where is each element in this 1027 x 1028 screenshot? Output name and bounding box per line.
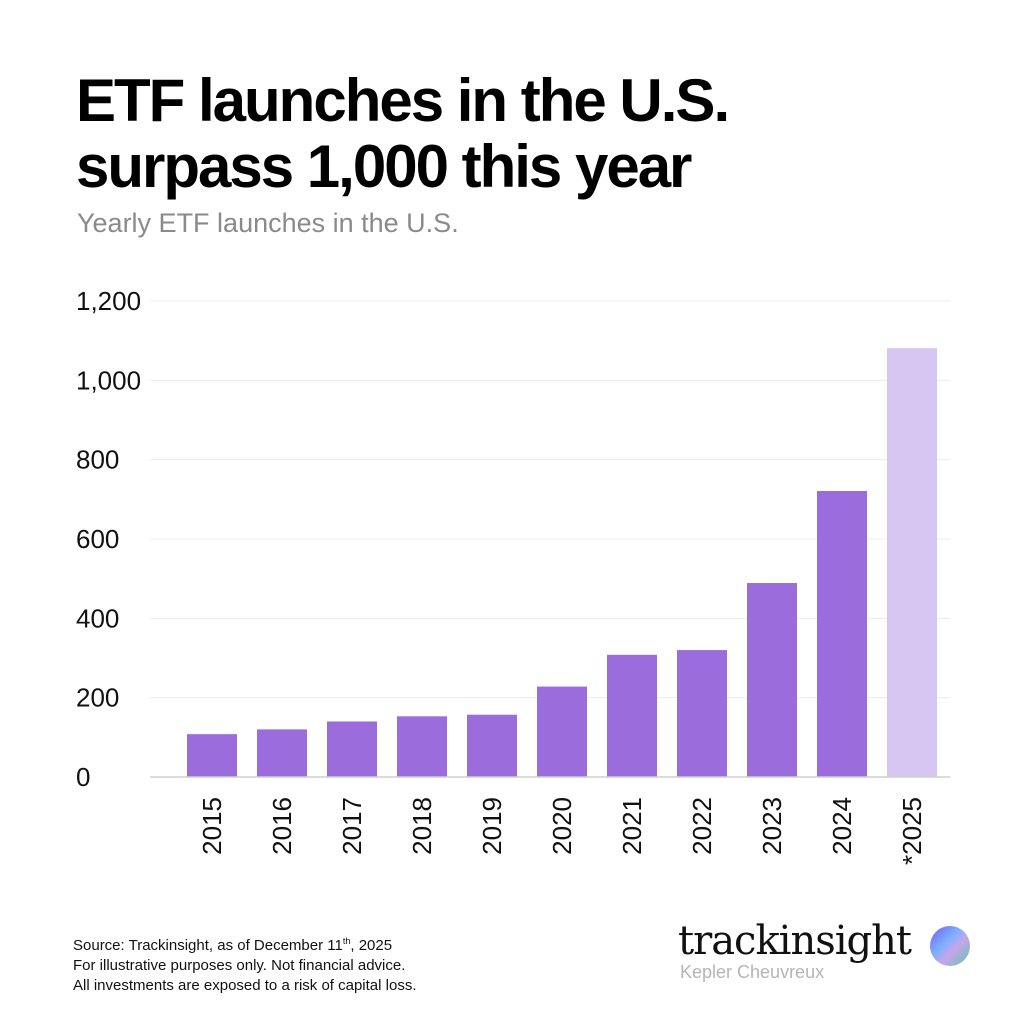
bar-2019 [467,714,517,777]
x-tick-label: *2025 [897,797,927,865]
bar-2020 [537,686,587,777]
bar-2015 [187,734,237,777]
y-tick-label: 1,000 [76,365,141,395]
x-tick-label: 2015 [197,797,227,855]
bar-*2025 [887,348,937,777]
source-text: Source: Trackinsight, as of December 11 [73,937,343,954]
y-tick-label: 200 [76,683,119,713]
x-tick-label: 2016 [267,797,297,855]
x-tick-label: 2017 [337,797,367,855]
y-tick-label: 0 [76,762,90,792]
chart-title: ETF launches in the U.S. surpass 1,000 th… [76,67,730,200]
x-tick-label: 2019 [477,797,507,855]
title-line-2: surpass 1,000 this year [76,133,692,200]
logo-orb-icon [930,926,970,966]
bar-chart: 0 200 400 600 800 1,000 1,200 2015 2016 2017 2018 2… [76,286,950,865]
trackinsight-logo: trackinsight Kepler Cheuvreux [678,918,970,982]
source-year: , 2025 [350,937,393,954]
bar-2017 [327,721,377,777]
risk-line: All investments are exposed to a risk of… [73,977,417,994]
x-tick-label: 2022 [687,797,717,855]
y-tick-label: 400 [76,603,119,633]
chart-subtitle: Yearly ETF launches in the U.S. [77,208,459,238]
bar-2024 [817,491,867,777]
title-line-1: ETF launches in the U.S. [76,67,730,134]
y-tick-label: 800 [76,445,119,475]
bar-2022 [677,650,727,777]
source-note: Source: Trackinsight, as of December 11t… [73,931,417,956]
x-tick-label: 2024 [827,797,857,855]
source-sup: th [342,936,351,946]
x-tick-label: 2023 [757,797,787,855]
y-tick-label: 1,200 [76,286,141,316]
bar-2018 [397,716,447,777]
bar-2016 [257,729,307,777]
y-tick-label: 600 [76,524,119,554]
disclaimer-line: For illustrative purposes only. Not fina… [73,957,406,974]
bar-2021 [607,654,657,777]
x-tick-label: 2020 [547,797,577,855]
logo-subtitle: Kepler Cheuvreux [680,962,825,982]
x-tick-label: 2021 [617,797,647,855]
footer-notes: Source: Trackinsight, as of December 11t… [73,931,417,996]
bar-2023 [747,583,797,777]
logo-wordmark: trackinsight [678,918,912,964]
x-tick-label: 2018 [407,797,437,855]
